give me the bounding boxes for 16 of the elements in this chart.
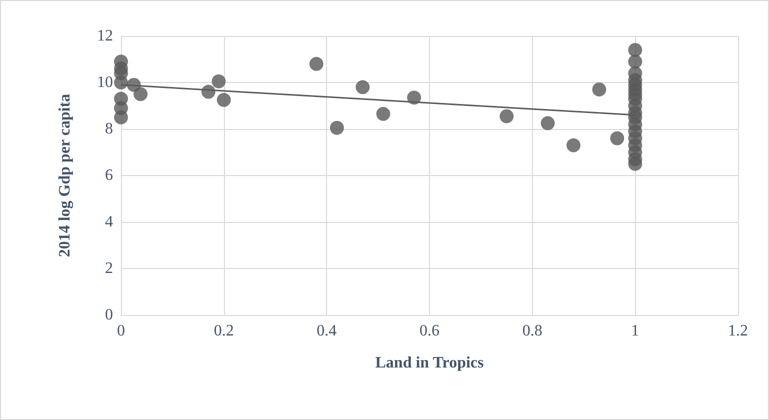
x-tick-label: 0.8 [522,322,542,340]
x-tick-label: 0.2 [214,322,234,340]
y-tick-label: 6 [105,167,113,184]
x-tick-label: 0 [117,322,125,340]
y-tick-label: 0 [105,306,113,324]
x-tick-label: 0.6 [420,322,440,340]
x-tick-label: 1 [631,322,640,340]
y-tick-label: 2 [105,260,113,277]
y-tick-label: 8 [105,120,113,138]
x-tick-label: 1.2 [728,322,748,340]
y-tick-label: 10 [97,74,113,91]
y-tick-label: 4 [105,214,113,230]
y-tick-label: 12 [97,28,113,44]
x-tick-label: 0.4 [316,322,337,340]
y-axis-title: 2014 log Gdp per capita [56,94,74,258]
x-axis-title: Land in Tropics [375,354,484,372]
